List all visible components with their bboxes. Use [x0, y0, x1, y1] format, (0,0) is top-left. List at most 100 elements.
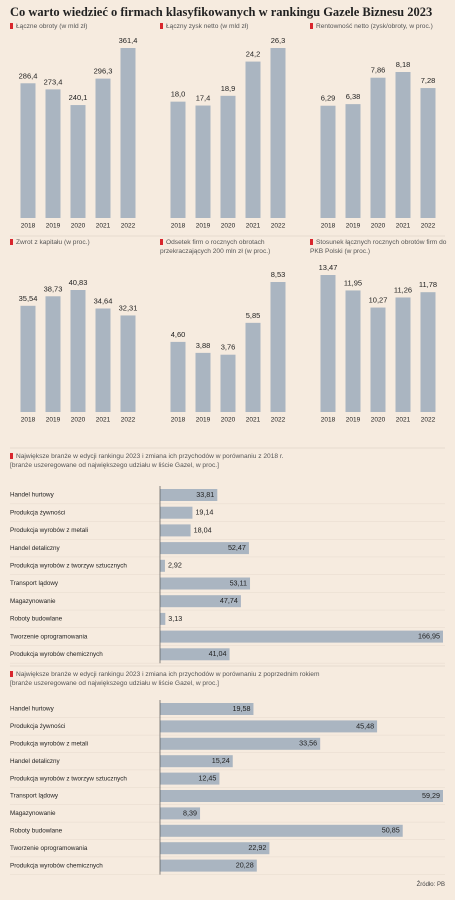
category-label: Roboty budowlane: [10, 827, 63, 834]
x-tick-label: 2021: [396, 417, 411, 424]
value-label: 38,73: [44, 284, 63, 293]
title-text: Największe branże w edycji rankingu 2023…: [16, 453, 284, 460]
bar: [160, 648, 230, 661]
bar: [160, 506, 193, 519]
x-tick-label: 2021: [396, 223, 411, 230]
value-label: 53,11: [230, 578, 247, 587]
category-label: Produkcja wyrobów z tworzyw sztucznych: [10, 562, 127, 569]
value-label: 8,39: [183, 808, 197, 817]
bar: [160, 524, 191, 537]
value-label: 10,27: [369, 296, 388, 305]
x-tick-label: 2021: [246, 223, 261, 230]
bar: [45, 296, 61, 412]
x-tick-label: 2022: [271, 223, 286, 230]
bar: [70, 105, 86, 218]
bar: [160, 842, 270, 855]
x-tick-label: 2020: [221, 223, 236, 230]
value-label: 33,56: [299, 739, 317, 748]
bar: [160, 542, 249, 555]
title-text: Łączne obroty (w mld zł): [16, 23, 88, 30]
value-label: 50,85: [382, 826, 400, 835]
value-label: 296,3: [94, 67, 113, 76]
bar: [160, 489, 218, 501]
value-label: 2,92: [168, 561, 182, 570]
category-label: Produkcja żywności: [10, 723, 65, 730]
bar: [45, 89, 61, 218]
bar: [370, 77, 386, 219]
category-label: Magazynowanie: [10, 598, 56, 605]
value-label: 4,60: [171, 330, 186, 339]
bar: [20, 83, 36, 218]
bar: [345, 290, 361, 412]
category-label: Produkcja wyrobów z metali: [10, 740, 88, 747]
bar: [395, 72, 411, 218]
x-tick-label: 2018: [171, 417, 186, 424]
category-label: Produkcja wyrobów chemicznych: [10, 651, 103, 658]
value-label: 22,92: [248, 843, 266, 852]
bar: [160, 577, 251, 590]
value-label: 286,4: [19, 71, 38, 80]
chart-title: Rentowność netto (zysk/obroty, w proc.): [310, 22, 448, 31]
x-tick-label: 2019: [46, 417, 61, 424]
value-label: 15,24: [212, 756, 230, 765]
title-text: Stosunek łącznych rocznych obrotów firm …: [310, 239, 447, 255]
value-label: 34,64: [94, 296, 113, 305]
value-label: 361,4: [119, 36, 138, 45]
value-label: 5,85: [246, 311, 261, 320]
bar: [160, 807, 201, 820]
x-tick-label: 2019: [346, 223, 361, 230]
category-label: Roboty budowlane: [10, 616, 63, 623]
value-label: 13,47: [319, 263, 338, 272]
bar: [245, 322, 261, 412]
bar: [220, 95, 236, 218]
x-tick-label: 2018: [171, 223, 186, 230]
x-tick-label: 2021: [96, 223, 111, 230]
value-label: 8,18: [396, 60, 411, 69]
x-tick-label: 2018: [21, 417, 36, 424]
value-label: 19,14: [195, 508, 213, 517]
bar: [395, 297, 411, 412]
x-tick-label: 2022: [121, 417, 136, 424]
category-label: Transport lądowy: [10, 793, 59, 800]
chart-title: Największe branże w edycji rankingu 2023…: [10, 670, 450, 688]
bar: [160, 737, 321, 750]
x-tick-label: 2022: [421, 223, 436, 230]
bar: [195, 352, 211, 412]
title-marker: [160, 239, 163, 245]
title-text: Łączny zysk netto (w mld zł): [166, 23, 249, 30]
chart-title: Stosunek łącznych rocznych obrotów firm …: [310, 238, 448, 256]
value-label: 3,88: [196, 341, 211, 350]
value-label: 32,31: [119, 303, 138, 312]
x-tick-label: 2021: [96, 417, 111, 424]
x-tick-label: 2018: [321, 417, 336, 424]
value-label: 6,29: [321, 94, 336, 103]
value-label: 240,1: [69, 93, 88, 102]
chart-title: Największe branże w edycji rankingu 2023…: [10, 452, 450, 470]
x-tick-label: 2020: [71, 223, 86, 230]
chart-title: Odsetek firm o rocznych obrotach przekra…: [160, 238, 298, 256]
chart-title: Łączne obroty (w mld zł): [10, 22, 148, 31]
value-label: 18,0: [171, 90, 186, 99]
category-label: Produkcja wyrobów chemicznych: [10, 862, 103, 869]
value-label: 11,26: [394, 285, 412, 294]
x-tick-label: 2020: [371, 417, 386, 424]
category-label: Produkcja wyrobów z tworzyw sztucznych: [10, 775, 127, 782]
x-tick-label: 2020: [71, 417, 86, 424]
value-label: 8,53: [271, 270, 286, 279]
category-label: Handel detaliczny: [10, 545, 61, 552]
category-label: Transport lądowy: [10, 580, 59, 587]
value-label: 35,54: [19, 294, 38, 303]
x-tick-label: 2019: [196, 223, 211, 230]
title-marker: [160, 23, 163, 29]
value-label: 41,04: [209, 649, 227, 658]
value-label: 24,2: [246, 50, 261, 59]
value-label: 33,81: [196, 490, 214, 499]
main-title: Co warto wiedzieć o firmach klasyfikowan…: [10, 5, 433, 19]
value-label: 47,74: [220, 596, 238, 605]
x-tick-label: 2019: [46, 223, 61, 230]
title-marker: [10, 239, 13, 245]
x-tick-label: 2019: [196, 417, 211, 424]
value-label: 26,3: [271, 36, 286, 45]
